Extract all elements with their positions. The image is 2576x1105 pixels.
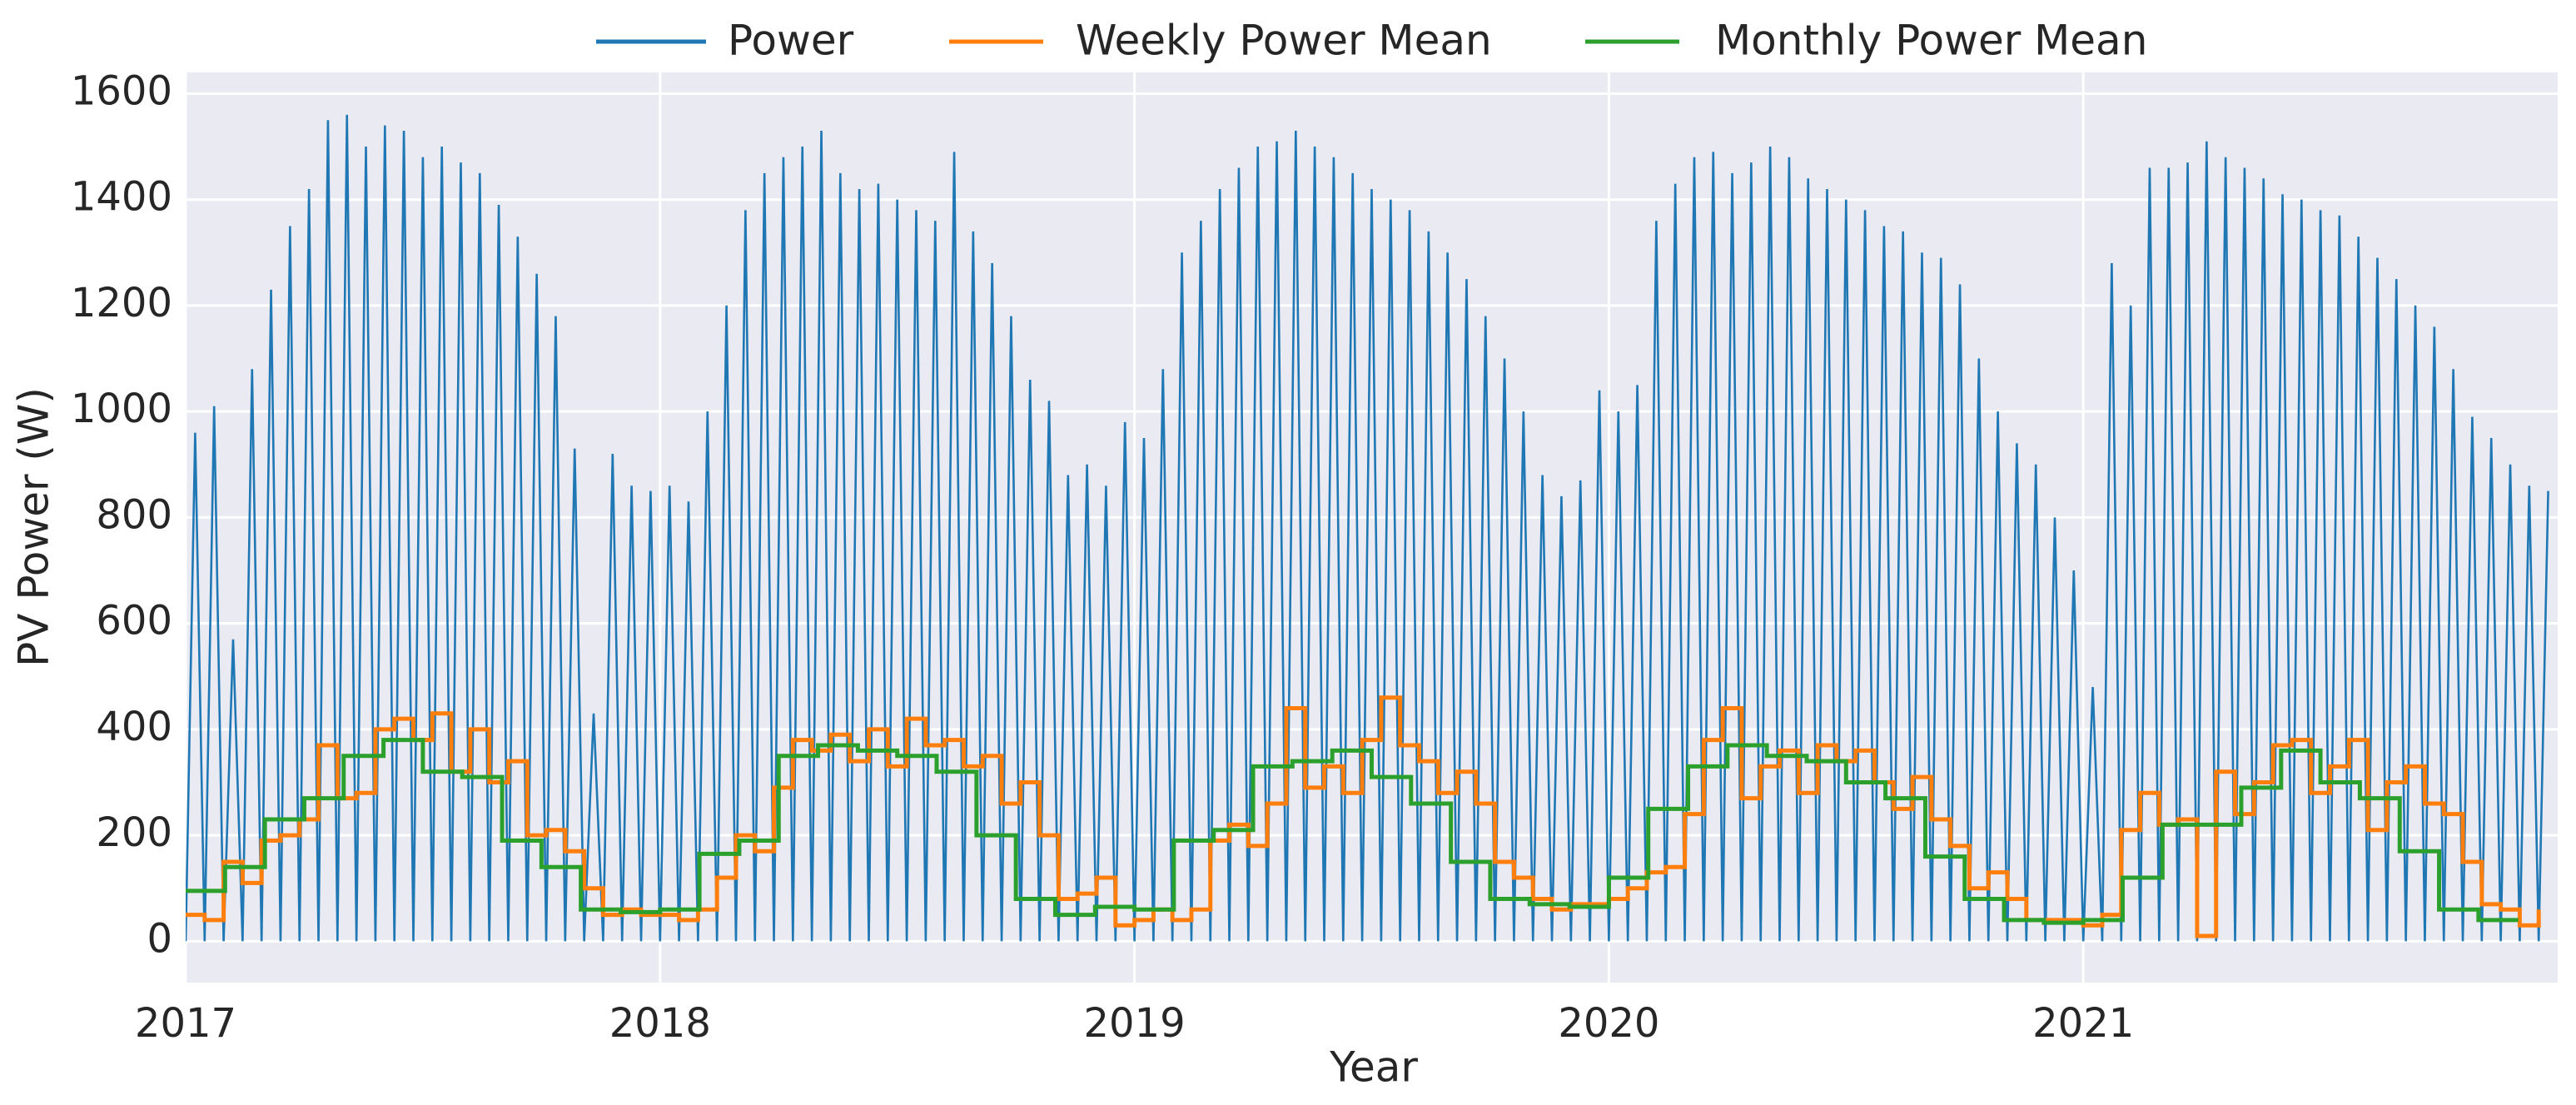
- y-tick-label: 1200: [71, 280, 172, 326]
- legend-label: Monthly Power Mean: [1715, 17, 2147, 65]
- legend-label: Power: [728, 17, 854, 65]
- y-tick-label: 400: [96, 704, 172, 750]
- series-line: [186, 695, 2541, 938]
- x-tick-label: 2019: [1084, 1000, 1186, 1047]
- x-tick-label: 2021: [2032, 1000, 2134, 1047]
- series-line: [186, 114, 2549, 942]
- series-line: [186, 738, 2519, 925]
- y-tick-label: 800: [96, 491, 172, 538]
- legend-label: Weekly Power Mean: [1076, 17, 1492, 65]
- y-tick-label: 0: [147, 915, 172, 962]
- y-tick-label: 200: [96, 809, 172, 856]
- plot-series: [186, 114, 2549, 942]
- x-tick-label: 2018: [609, 1000, 711, 1047]
- y-tick-label: 600: [96, 598, 172, 645]
- x-axis-label: Year: [1329, 1043, 1418, 1092]
- x-tick-label: 2020: [1558, 1000, 1659, 1047]
- y-axis-label: PV Power (W): [10, 387, 58, 667]
- y-tick-label: 1600: [71, 67, 172, 114]
- x-tick-label: 2017: [135, 1000, 236, 1047]
- y-tick-label: 1000: [71, 386, 172, 432]
- y-tick-label: 1400: [71, 174, 172, 221]
